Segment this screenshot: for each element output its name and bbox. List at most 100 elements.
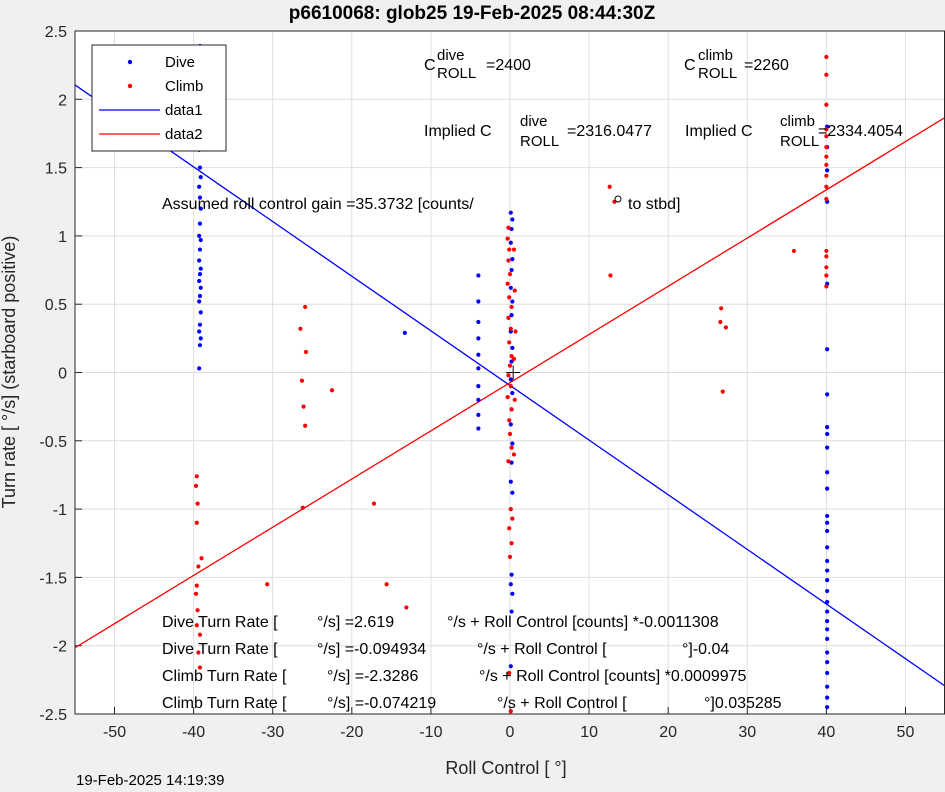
legend: Dive Climb data1 data2 bbox=[91, 44, 227, 152]
climb-point bbox=[507, 363, 513, 368]
climb-point bbox=[824, 284, 829, 289]
dive-point bbox=[197, 343, 203, 348]
climb-point bbox=[509, 541, 514, 546]
eq3-part-2: °/s] =-2.3286 bbox=[327, 668, 418, 685]
c-climb-sub: ROLL bbox=[698, 65, 737, 82]
climb-point bbox=[507, 247, 512, 252]
climb-point bbox=[506, 373, 511, 378]
climb-point bbox=[506, 225, 511, 230]
equation-1: Dive Turn Rate [ °/s] =2.619 °/s + Roll … bbox=[162, 614, 719, 631]
x-tick-label: -40 bbox=[182, 724, 205, 741]
dive-point bbox=[508, 664, 513, 669]
legend-dive-label: Dive bbox=[165, 54, 195, 71]
climb-point bbox=[511, 356, 517, 361]
x-tick-label: 30 bbox=[738, 724, 756, 741]
climb-point bbox=[195, 501, 200, 506]
dive-point bbox=[825, 520, 830, 525]
dive-point bbox=[825, 168, 830, 173]
climb-point bbox=[194, 583, 199, 588]
implied-climb-prefix: Implied C bbox=[685, 123, 753, 140]
dive-point bbox=[509, 609, 514, 614]
climb-point bbox=[193, 483, 199, 488]
dive-point bbox=[825, 392, 830, 397]
climb-point bbox=[299, 378, 305, 383]
dive-point bbox=[476, 273, 481, 278]
dive-point bbox=[825, 425, 830, 430]
climb-point bbox=[824, 273, 829, 278]
c-dive-base: C bbox=[424, 57, 436, 74]
climb-point bbox=[512, 288, 517, 293]
dive-point bbox=[198, 175, 203, 180]
implied-climb-value: =2334.4054 bbox=[818, 123, 903, 140]
climb-point bbox=[303, 304, 308, 310]
climb-point bbox=[824, 145, 829, 150]
dive-point bbox=[825, 528, 830, 534]
dive-point bbox=[510, 390, 515, 396]
climb-point bbox=[329, 388, 335, 393]
dive-point bbox=[197, 221, 203, 226]
eq4-part-4: °]0.035285 bbox=[704, 695, 782, 712]
climb-point bbox=[507, 431, 513, 437]
climb-point bbox=[824, 265, 829, 270]
x-tick-label: 0 bbox=[506, 724, 515, 741]
climb-point bbox=[507, 340, 512, 345]
climb-point bbox=[506, 258, 511, 263]
climb-point bbox=[506, 315, 511, 320]
climb-point bbox=[507, 526, 512, 531]
y-tick-label: -0.5 bbox=[39, 434, 67, 451]
dive-point bbox=[510, 490, 515, 495]
dive-point bbox=[825, 705, 830, 710]
dive-point bbox=[825, 588, 830, 594]
dive-point bbox=[825, 659, 830, 665]
dive-point bbox=[825, 609, 830, 614]
dive-point bbox=[825, 578, 830, 583]
climb-point bbox=[508, 507, 513, 512]
implied-dive-value: =2316.0477 bbox=[567, 123, 652, 140]
eq1-part-3: °/s + Roll Control [counts] *-0.0011308 bbox=[447, 614, 719, 631]
dive-point bbox=[197, 293, 203, 299]
climb-point bbox=[505, 394, 510, 400]
dive-point bbox=[825, 347, 830, 352]
climb-point bbox=[824, 102, 829, 107]
x-ticks: -50 -40 -30 -20 -10 0 10 20 30 40 50 bbox=[103, 707, 914, 741]
climb-point bbox=[719, 306, 724, 311]
dive-point bbox=[825, 627, 830, 632]
implied-dive-sub: ROLL bbox=[520, 133, 559, 150]
climb-point bbox=[508, 326, 513, 331]
dive-point bbox=[476, 412, 481, 417]
climb-point bbox=[384, 582, 389, 587]
climb-point bbox=[507, 272, 513, 277]
climb-point bbox=[507, 554, 513, 560]
dive-point bbox=[197, 366, 202, 371]
dive-point bbox=[197, 247, 203, 252]
implied-climb-sub: ROLL bbox=[780, 133, 819, 150]
y-tick-label: 1 bbox=[58, 229, 67, 246]
dive-point bbox=[508, 210, 513, 215]
degree-marker bbox=[614, 195, 622, 203]
dive-point bbox=[197, 195, 203, 200]
x-tick-label: 40 bbox=[817, 724, 835, 741]
dive-point bbox=[825, 636, 830, 641]
eq3-part-1: Climb Turn Rate [ bbox=[162, 668, 287, 685]
dive-point bbox=[476, 397, 481, 402]
x-tick-label: 50 bbox=[897, 724, 915, 741]
dive-point bbox=[825, 445, 830, 450]
dive-point bbox=[198, 266, 203, 271]
climb-point bbox=[197, 665, 203, 670]
climb-point bbox=[607, 184, 612, 189]
climb-point bbox=[608, 273, 613, 278]
dive-point bbox=[197, 278, 202, 284]
legend-climb-label: Climb bbox=[165, 78, 203, 95]
climb-point bbox=[507, 670, 512, 676]
climb-point bbox=[193, 591, 199, 596]
dive-point bbox=[510, 345, 515, 351]
climb-point bbox=[194, 474, 199, 479]
dive-point bbox=[198, 206, 203, 211]
equation-2: Dive Turn Rate [ °/s] =-0.094934 °/s + R… bbox=[162, 641, 729, 658]
c-climb-base: C bbox=[684, 57, 696, 74]
climb-point bbox=[791, 248, 797, 254]
dive-point bbox=[198, 336, 203, 341]
climb-point bbox=[513, 329, 518, 334]
climb-point bbox=[824, 162, 829, 167]
x-axis-label: Roll Control [ °] bbox=[445, 758, 566, 778]
